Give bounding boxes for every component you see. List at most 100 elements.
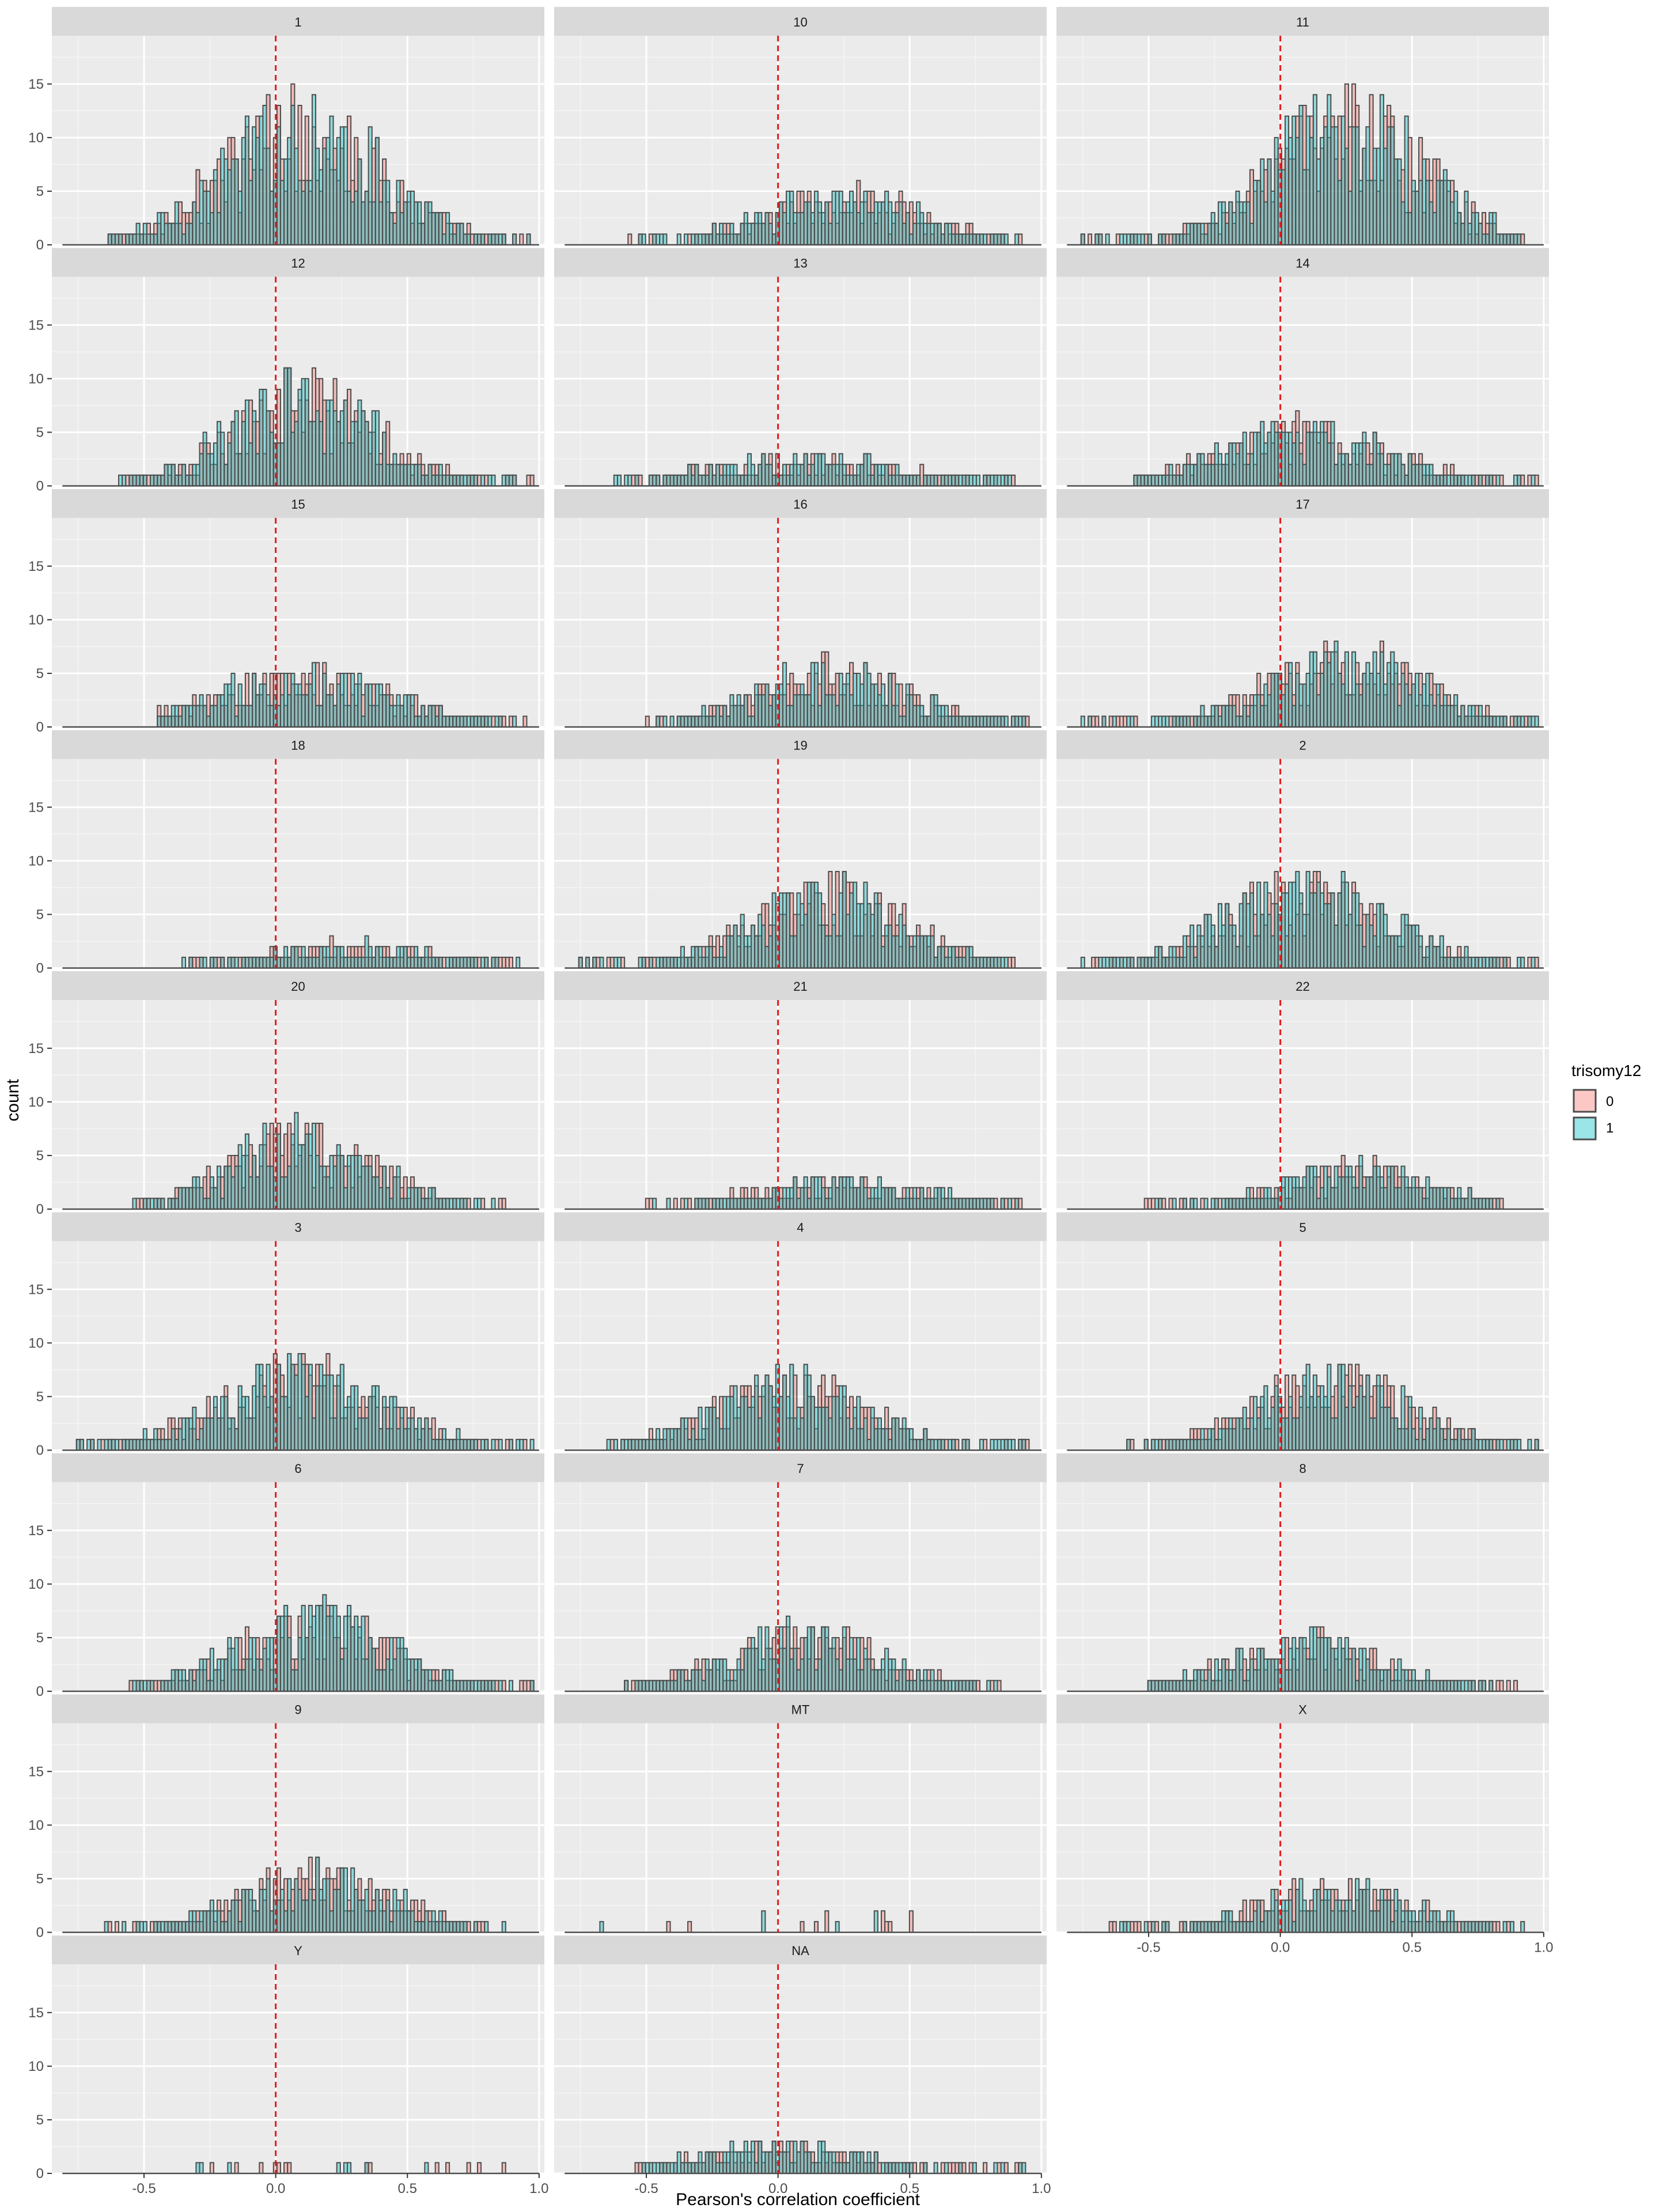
plot-background [52,759,544,968]
histogram-bar-group-0 [638,474,643,487]
facet-panel-15: 15 [52,489,544,728]
facet-strip-label: 11 [1296,15,1309,29]
histogram-bar-group-0 [466,1198,471,1210]
facet-plot-area [554,36,1047,246]
facet-strip-label: 16 [793,497,807,512]
histogram-bar-group-1 [1003,715,1009,728]
facet-plot-area [52,518,544,728]
histogram-bar-group-0 [1513,1680,1518,1692]
histogram-bars [157,662,528,728]
histogram-bar-group-0 [480,1198,486,1210]
histogram-bar-group-1 [613,1438,618,1451]
histogram-bar-group-0 [1520,474,1525,487]
histogram-bar-group-1 [662,715,668,728]
histogram-bar-group-0 [1130,1438,1135,1451]
histogram-bar-group-1 [616,474,622,487]
histogram-bar-group-1 [79,1438,84,1451]
histogram-bar-group-1 [508,1680,514,1692]
histogram-bar-group-1 [1003,233,1009,245]
facet-plot-area [554,518,1047,728]
histogram-bars [1080,870,1539,969]
histogram-bar-group-1 [526,233,531,245]
facet-strip [1056,971,1549,1000]
facet-strip-label: 18 [291,738,305,753]
facet-plot-area [1056,518,1549,728]
histogram-bar-group-0 [1499,474,1504,487]
histogram-bar-group-0 [1161,1198,1166,1210]
facet-plot-area [554,1000,1047,1210]
facet-plot-area [554,759,1047,969]
facet-strip-label: 13 [793,256,807,271]
histogram-bar-group-0 [522,715,528,728]
facet-panel-13: 13 [554,248,1047,487]
histogram-bar-group-1 [484,1438,489,1451]
histogram-bar-group-1 [1471,1680,1476,1692]
histogram-bar-group-0 [529,474,535,487]
histogram-bar-group-1 [975,474,980,487]
facet-strip [1056,489,1549,518]
histogram-bar-group-0 [1499,1680,1504,1692]
histogram-bar-group-1 [1520,956,1525,969]
histogram-bar-group-1 [652,1198,657,1210]
histogram-bar-group-0 [1534,474,1539,487]
facet-strip-label: 4 [797,1221,804,1235]
histogram-bar-group-1 [501,233,506,245]
facet-strip-label: 3 [294,1221,301,1235]
histogram-bar-group-1 [669,715,675,728]
histogram-bar-group-1 [491,1198,496,1210]
histogram-bar-group-1 [1010,1438,1016,1451]
histogram-bar-group-1 [641,233,646,245]
histogram-bar-group-1 [1502,715,1508,728]
histogram-bar-group-0 [501,1680,506,1692]
histogram-bar-group-1 [1080,715,1085,728]
histogram-bar-group-1 [1098,233,1103,245]
histogram-bar-group-1 [142,1921,147,1933]
facet-plot-area [1056,276,1549,487]
facet-plot-area [554,276,1047,487]
histogram-bar-group-1 [578,956,583,969]
facet-strip-label: 22 [1296,979,1309,994]
histogram-bar-group-0 [501,1198,506,1210]
histogram-bar-group-1 [202,956,207,969]
histogram-bar-group-0 [1499,1198,1504,1210]
histogram-bar-group-0 [1094,715,1100,728]
facet-strip [52,7,544,36]
histogram-bar-group-1 [1143,1438,1149,1451]
histogram-bar-group-1 [529,1680,535,1692]
facet-plot-area [52,1723,544,1933]
facet-panel-10: 10 [554,7,1047,246]
histogram-bars [75,1353,535,1451]
facet-strip [554,971,1047,1000]
facet-strip-label: 14 [1296,256,1309,271]
facet-strip [52,971,544,1000]
facet-panel-6: 6 [52,1453,544,1692]
histogram-bar-group-0 [1087,233,1093,245]
histogram-bar-group-1 [666,1198,671,1210]
histogram-bar-group-0 [687,1198,692,1210]
facet-panel-3: 3 [52,1212,544,1451]
facet-strip-label: 1 [294,15,301,29]
facet-strip-label: 8 [1299,1461,1306,1476]
facet-strip-label: 12 [291,256,305,271]
facet-strip-label: 7 [797,1461,804,1476]
facet-strip [1056,7,1549,36]
histogram-bar-group-1 [1193,1198,1198,1210]
facet-panel-22: 22 [1056,971,1549,1210]
facet-strip-label: 17 [1296,497,1309,512]
histogram-bar-group-1 [656,474,661,487]
facet-panel-12: 12 [52,248,544,487]
histogram-bar-group-1 [624,1680,629,1692]
histogram-bar-group-1 [1203,1198,1209,1210]
facet-plot-area [1056,36,1549,246]
facet-strip-label: 2 [1299,738,1306,753]
histogram-bar-group-0 [1010,956,1016,969]
histogram-bars [627,180,1023,245]
histogram-bar-group-1 [498,1438,503,1451]
histogram-bar-group-1 [491,474,496,487]
facet-strip-label: 5 [1299,1221,1306,1235]
histogram-bar-group-1 [1080,956,1085,969]
histogram-bar-group-0 [627,233,632,245]
facet-plot-area [1056,759,1549,969]
histogram-bar-group-0 [107,1921,112,1933]
